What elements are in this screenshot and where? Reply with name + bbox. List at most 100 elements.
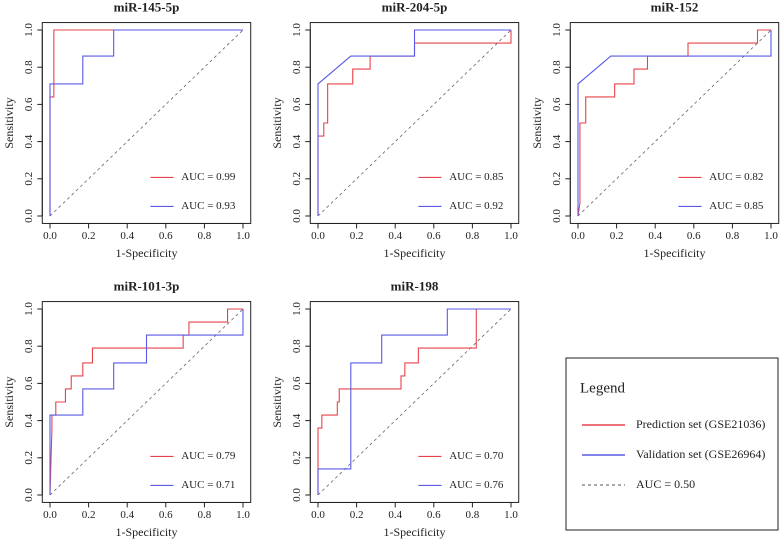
legend-label: AUC = 0.99 xyxy=(181,171,236,183)
x-tick-label: 0.8 xyxy=(466,509,480,521)
roc-curve xyxy=(317,29,511,216)
reference-diagonal xyxy=(317,29,512,217)
x-tick-label: 0.2 xyxy=(82,230,96,242)
x-tick-label: 0.4 xyxy=(120,230,134,242)
y-tick-label: 0.2 xyxy=(23,451,35,465)
y-tick-label: 1.0 xyxy=(291,302,303,316)
y-tick-label: 0.4 xyxy=(291,134,303,148)
roc-curve xyxy=(317,308,511,495)
x-axis-label: 1-Specificity xyxy=(644,246,706,260)
y-axis-label: Sensitivity xyxy=(2,376,16,427)
y-tick-label: 0.8 xyxy=(23,60,35,74)
y-tick-label: 0.6 xyxy=(23,376,35,390)
legend-label: AUC = 0.76 xyxy=(449,479,504,491)
roc-curve xyxy=(49,29,243,216)
y-tick-label: 1.0 xyxy=(291,23,303,37)
chart-title: miR-204-5p xyxy=(382,0,448,15)
y-axis-label: Sensitivity xyxy=(270,376,284,427)
legend-label: AUC = 0.70 xyxy=(449,450,504,462)
y-axis-label: Sensitivity xyxy=(270,97,284,148)
y-tick-label: 0.6 xyxy=(291,376,303,390)
x-tick-label: 1.0 xyxy=(236,230,250,242)
x-axis-label: 1-Specificity xyxy=(384,246,446,260)
y-tick-label: 0.8 xyxy=(291,339,303,353)
x-tick-label: 0.4 xyxy=(388,230,402,242)
y-tick-label: 0.0 xyxy=(551,209,563,223)
x-tick-label: 0.8 xyxy=(198,509,212,521)
legend-label: AUC = 0.85 xyxy=(709,200,764,212)
y-tick-label: 1.0 xyxy=(23,302,35,316)
x-tick-label: 0.8 xyxy=(466,230,480,242)
legend-label: Prediction set (GSE21036) xyxy=(636,417,765,431)
legend-label: Validation set (GSE26964) xyxy=(636,447,765,461)
x-tick-label: 0.2 xyxy=(350,230,364,242)
y-axis-label: Sensitivity xyxy=(2,97,16,148)
x-tick-label: 0.8 xyxy=(198,230,212,242)
x-axis-label: 1-Specificity xyxy=(116,525,178,539)
legend-label: AUC = 0.92 xyxy=(449,200,503,212)
y-tick-label: 0.4 xyxy=(23,413,35,427)
roc-curve xyxy=(577,29,771,217)
legend-label: AUC = 0.79 xyxy=(181,450,236,462)
x-axis-label: 1-Specificity xyxy=(116,246,178,260)
x-tick-label: 0.6 xyxy=(159,509,173,521)
y-tick-label: 0.6 xyxy=(291,97,303,111)
y-tick-label: 0.6 xyxy=(23,97,35,111)
y-tick-label: 0.0 xyxy=(291,209,303,223)
x-tick-label: 0.8 xyxy=(726,230,740,242)
roc-curve xyxy=(49,308,243,496)
y-tick-label: 0.2 xyxy=(551,172,563,186)
x-tick-label: 0.6 xyxy=(427,509,441,521)
y-tick-label: 0.8 xyxy=(291,60,303,74)
x-tick-label: 0.4 xyxy=(120,509,134,521)
y-tick-label: 0.8 xyxy=(551,60,563,74)
y-axis-label: Sensitivity xyxy=(530,97,544,148)
chart-title: miR-145-5p xyxy=(114,0,180,15)
reference-diagonal xyxy=(49,29,244,217)
x-tick-label: 0.0 xyxy=(43,230,57,242)
x-tick-label: 0.4 xyxy=(648,230,662,242)
x-tick-label: 0.0 xyxy=(311,509,325,521)
reference-diagonal xyxy=(317,308,512,496)
x-tick-label: 0.0 xyxy=(571,230,585,242)
x-tick-label: 0.4 xyxy=(388,509,402,521)
y-tick-label: 0.4 xyxy=(23,134,35,148)
y-tick-label: 0.0 xyxy=(291,488,303,502)
legend-label: AUC = 0.71 xyxy=(181,479,235,491)
x-tick-label: 0.2 xyxy=(350,509,364,521)
legend-box xyxy=(565,357,779,531)
chart-title: miR-152 xyxy=(651,0,699,15)
y-tick-label: 0.6 xyxy=(551,97,563,111)
x-tick-label: 0.2 xyxy=(82,509,96,521)
roc-curve xyxy=(317,308,511,495)
x-tick-label: 1.0 xyxy=(504,230,518,242)
y-tick-label: 0.0 xyxy=(23,209,35,223)
y-tick-label: 0.2 xyxy=(23,172,35,186)
x-tick-label: 0.6 xyxy=(427,230,441,242)
legend-label: AUC = 0.82 xyxy=(709,171,763,183)
y-tick-label: 0.2 xyxy=(291,451,303,465)
reference-diagonal xyxy=(577,29,772,217)
x-tick-label: 1.0 xyxy=(504,509,518,521)
legend-title: Legend xyxy=(580,380,625,396)
chart-title: miR-198 xyxy=(391,279,439,294)
legend-label: AUC = 0.85 xyxy=(449,171,504,183)
chart-title: miR-101-3p xyxy=(114,279,180,294)
x-tick-label: 0.0 xyxy=(311,230,325,242)
x-tick-label: 1.0 xyxy=(236,509,250,521)
reference-diagonal xyxy=(49,308,244,496)
x-tick-label: 0.2 xyxy=(610,230,624,242)
y-tick-label: 1.0 xyxy=(551,23,563,37)
y-tick-label: 1.0 xyxy=(23,23,35,37)
y-tick-label: 0.4 xyxy=(551,134,563,148)
legend-label: AUC = 0.93 xyxy=(181,200,236,212)
y-tick-label: 0.4 xyxy=(291,413,303,427)
y-tick-label: 0.0 xyxy=(23,488,35,502)
x-tick-label: 0.6 xyxy=(687,230,701,242)
x-tick-label: 0.0 xyxy=(43,509,57,521)
y-tick-label: 0.2 xyxy=(291,172,303,186)
legend-label: AUC = 0.50 xyxy=(636,477,695,491)
x-tick-label: 0.6 xyxy=(159,230,173,242)
x-tick-label: 1.0 xyxy=(764,230,778,242)
